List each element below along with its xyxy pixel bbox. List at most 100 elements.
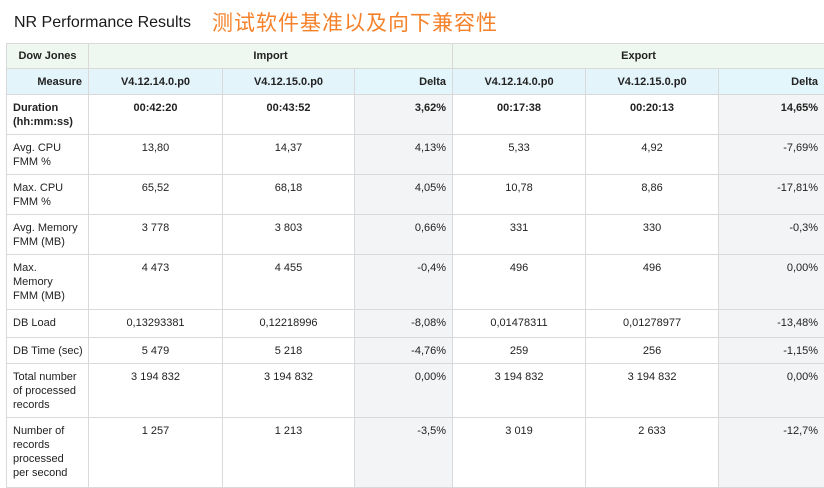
delta-cell: -7,69% xyxy=(719,135,824,175)
row-label-line: Memory xyxy=(13,276,53,288)
delta-cell: -0,3% xyxy=(719,215,824,255)
value-cell: 496 xyxy=(586,255,719,310)
value-cell: 3 194 832 xyxy=(89,364,223,418)
row-label-line: FMM (MB) xyxy=(13,290,65,302)
value-cell: 256 xyxy=(586,338,719,364)
delta-cell: 4,05% xyxy=(355,175,453,215)
delta-cell: 0,00% xyxy=(719,364,824,418)
delta-cell: 4,13% xyxy=(355,135,453,175)
row-label-line: processed xyxy=(13,453,64,465)
value-cell: 0,01478311 xyxy=(453,310,586,338)
value-cell: 4,92 xyxy=(586,135,719,175)
delta-cell: -4,76% xyxy=(355,338,453,364)
delta-cell: -13,48% xyxy=(719,310,824,338)
value-cell: 1 257 xyxy=(89,418,223,488)
delta-cell: -1,15% xyxy=(719,338,824,364)
row-label-line: of processed xyxy=(13,385,76,397)
row-label-line: per second xyxy=(13,467,67,479)
corner-label: Dow Jones xyxy=(7,44,89,69)
value-cell: 0,13293381 xyxy=(89,310,223,338)
delta-cell: -8,08% xyxy=(355,310,453,338)
table-row: Number of records processed per second 1 257… xyxy=(7,418,824,488)
header-import-delta: Delta xyxy=(355,69,453,95)
value-cell: 259 xyxy=(453,338,586,364)
row-label-line: records xyxy=(13,399,50,411)
value-cell: 4 455 xyxy=(223,255,355,310)
row-label-line: Number of xyxy=(13,425,64,437)
value-cell: 2 633 xyxy=(586,418,719,488)
header-import-old: V4.12.14.0.p0 xyxy=(89,69,223,95)
delta-cell: 0,00% xyxy=(355,364,453,418)
value-cell: 65,52 xyxy=(89,175,223,215)
delta-cell: -17,81% xyxy=(719,175,824,215)
value-cell: 3 194 832 xyxy=(453,364,586,418)
header-import-new: V4.12.15.0.p0 xyxy=(223,69,355,95)
page-subtitle: 测试软件基准以及向下兼容性 xyxy=(212,7,498,37)
value-cell: 0,12218996 xyxy=(223,310,355,338)
table-row: Total number of processed records 3 194 832… xyxy=(7,364,824,418)
value-cell: 00:17:38 xyxy=(453,95,586,135)
row-label: Number of records processed per second xyxy=(7,418,89,488)
delta-cell: 14,65% xyxy=(719,95,824,135)
row-label-line: Avg. Memory xyxy=(13,222,78,234)
delta-cell: -3,5% xyxy=(355,418,453,488)
row-label-line: Max. xyxy=(13,262,37,274)
column-header-row: Measure V4.12.14.0.p0 V4.12.15.0.p0 Delt… xyxy=(7,69,824,95)
results-table: Dow Jones Import Export Measure V4.12.14… xyxy=(6,43,824,488)
row-label-line: Max. CPU xyxy=(13,182,63,194)
row-label-line: DB Time (sec) xyxy=(13,345,83,357)
value-cell: 5,33 xyxy=(453,135,586,175)
header-export-old: V4.12.14.0.p0 xyxy=(453,69,586,95)
value-cell: 13,80 xyxy=(89,135,223,175)
row-label: Duration(hh:mm:ss) xyxy=(7,95,89,135)
row-label: Avg. CPU FMM % xyxy=(7,135,89,175)
delta-cell: -0,4% xyxy=(355,255,453,310)
value-cell: 0,01278977 xyxy=(586,310,719,338)
row-label-line: FMM % xyxy=(13,196,51,208)
row-label: DB Load xyxy=(7,310,89,338)
value-cell: 68,18 xyxy=(223,175,355,215)
delta-cell: 3,62% xyxy=(355,95,453,135)
row-label-line: Duration xyxy=(13,102,58,114)
value-cell: 8,86 xyxy=(586,175,719,215)
value-cell: 00:43:52 xyxy=(223,95,355,135)
row-label: Max. CPU FMM % xyxy=(7,175,89,215)
row-label: DB Time (sec) xyxy=(7,338,89,364)
row-label-line: FMM % xyxy=(13,156,51,168)
row-label-line: FMM (MB) xyxy=(13,236,65,248)
value-cell: 00:42:20 xyxy=(89,95,223,135)
value-cell: 5 218 xyxy=(223,338,355,364)
group-export: Export xyxy=(453,44,824,69)
row-label: Avg. Memory FMM (MB) xyxy=(7,215,89,255)
value-cell: 496 xyxy=(453,255,586,310)
value-cell: 331 xyxy=(453,215,586,255)
value-cell: 4 473 xyxy=(89,255,223,310)
header-export-new: V4.12.15.0.p0 xyxy=(586,69,719,95)
delta-cell: -12,7% xyxy=(719,418,824,488)
value-cell: 14,37 xyxy=(223,135,355,175)
value-cell: 3 194 832 xyxy=(223,364,355,418)
value-cell: 3 803 xyxy=(223,215,355,255)
value-cell: 1 213 xyxy=(223,418,355,488)
value-cell: 3 778 xyxy=(89,215,223,255)
value-cell: 10,78 xyxy=(453,175,586,215)
delta-cell: 0,00% xyxy=(719,255,824,310)
delta-cell: 0,66% xyxy=(355,215,453,255)
value-cell: 00:20:13 xyxy=(586,95,719,135)
row-label: Total number of processed records xyxy=(7,364,89,418)
page-title: NR Performance Results xyxy=(14,14,191,32)
group-header-row: Dow Jones Import Export xyxy=(7,44,824,69)
value-cell: 3 019 xyxy=(453,418,586,488)
value-cell: 5 479 xyxy=(89,338,223,364)
row-label-line: Avg. CPU xyxy=(13,142,61,154)
row-label: Max. Memory FMM (MB) xyxy=(7,255,89,310)
row-label-line: Total number xyxy=(13,371,77,383)
value-cell: 3 194 832 xyxy=(586,364,719,418)
row-label-line: records xyxy=(13,439,50,451)
